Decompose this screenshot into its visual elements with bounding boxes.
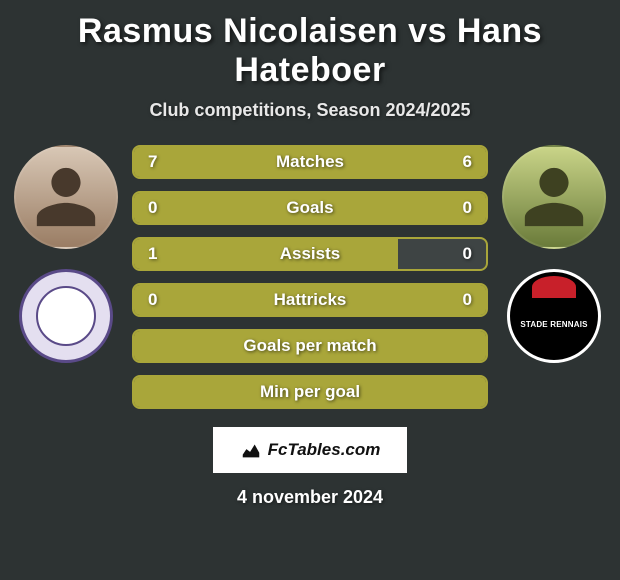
content-row: Matches76Goals00Assists10Hattricks00Goal…: [0, 145, 620, 421]
bar-value-left: 1: [148, 244, 157, 264]
player-left-avatar: [14, 145, 118, 249]
stat-bar: Goals per match: [132, 329, 488, 363]
person-icon: [31, 162, 101, 232]
player-right-avatar: [502, 145, 606, 249]
person-icon: [519, 162, 589, 232]
stat-bar: Min per goal: [132, 375, 488, 409]
player-right-club-logo: STADE RENNAIS: [507, 269, 601, 363]
bar-value-left: 0: [148, 198, 157, 218]
bar-value-right: 0: [463, 290, 472, 310]
right-side: STADE RENNAIS: [494, 145, 614, 363]
comparison-card: Rasmus Nicolaisen vs Hans Hateboer Club …: [0, 0, 620, 516]
bar-value-right: 0: [463, 244, 472, 264]
bar-label: Matches: [134, 152, 486, 172]
club-logo-inner: [36, 286, 96, 346]
bar-value-left: 0: [148, 290, 157, 310]
bar-label: Goals: [134, 198, 486, 218]
bar-label: Assists: [134, 244, 486, 264]
club-logo-text: STADE RENNAIS: [520, 320, 587, 329]
stats-bars: Matches76Goals00Assists10Hattricks00Goal…: [126, 145, 494, 421]
bar-value-right: 6: [463, 152, 472, 172]
page-title: Rasmus Nicolaisen vs Hans Hateboer: [0, 12, 620, 90]
subtitle: Club competitions, Season 2024/2025: [0, 100, 620, 121]
date-text: 4 november 2024: [0, 487, 620, 508]
watermark: FcTables.com: [213, 427, 407, 473]
chart-icon: [240, 439, 262, 461]
bar-label: Hattricks: [134, 290, 486, 310]
bar-value-right: 0: [463, 198, 472, 218]
stat-bar: Goals0 0: [132, 191, 488, 225]
club-logo-arc: [532, 276, 576, 298]
watermark-text: FcTables.com: [268, 440, 381, 460]
bar-label: Min per goal: [134, 382, 486, 402]
stat-bar: Hattricks0 0: [132, 283, 488, 317]
bar-value-left: 7: [148, 152, 157, 172]
player-left-club-logo: [19, 269, 113, 363]
bar-label: Goals per match: [134, 336, 486, 356]
stat-bar: Matches7 6: [132, 145, 488, 179]
left-side: [6, 145, 126, 363]
stat-bar: Assists1 0: [132, 237, 488, 271]
